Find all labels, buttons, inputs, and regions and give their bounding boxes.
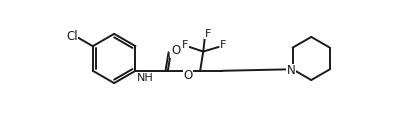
Text: NH: NH [137, 73, 154, 83]
Text: F: F [220, 40, 226, 50]
Text: N: N [287, 64, 296, 77]
Text: O: O [183, 69, 192, 82]
Text: F: F [205, 29, 211, 39]
Text: O: O [171, 44, 180, 57]
Text: F: F [182, 40, 188, 50]
Text: Cl: Cl [66, 30, 78, 43]
